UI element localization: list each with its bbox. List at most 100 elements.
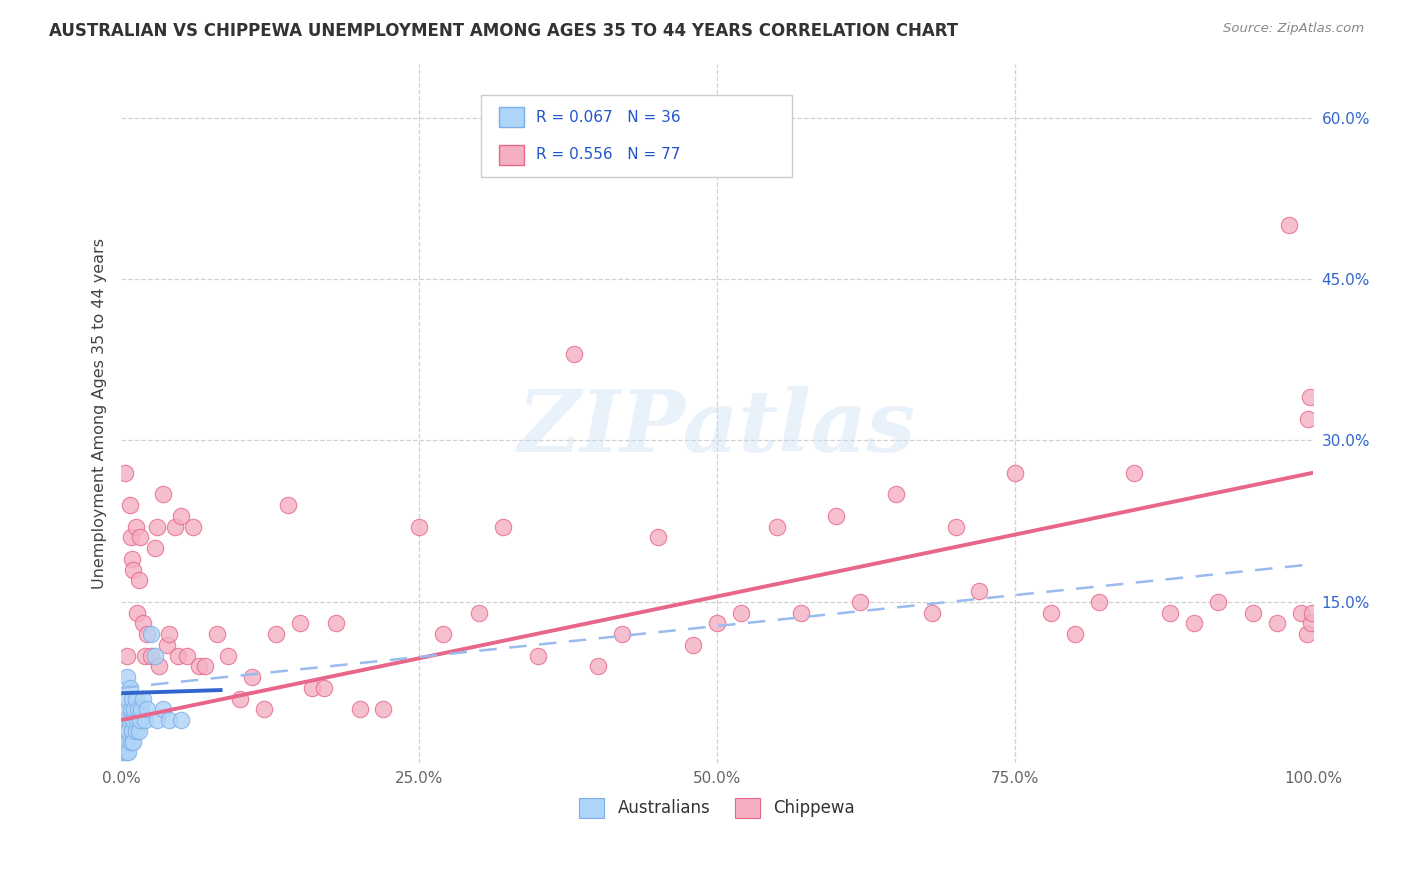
Point [121,723,143,738]
Point [1243,606,1265,620]
Text: ZIPatlas: ZIPatlas [517,386,917,469]
Point [325,616,347,631]
Text: AUSTRALIAN VS CHIPPEWA UNEMPLOYMENT AMONG AGES 35 TO 44 YEARS CORRELATION CHART: AUSTRALIAN VS CHIPPEWA UNEMPLOYMENT AMON… [49,22,959,40]
Point [114,466,136,480]
Point [128,574,150,588]
Point [127,702,149,716]
Point [170,508,193,523]
Point [1289,606,1312,620]
Point [301,681,323,695]
Point [205,627,228,641]
Point [115,691,138,706]
Point [118,681,141,695]
Point [1182,616,1205,631]
Point [115,670,138,684]
Point [825,508,848,523]
Point [122,713,145,727]
Point [181,519,204,533]
Point [143,541,166,555]
Point [730,606,752,620]
Y-axis label: Unemployment Among Ages 35 to 44 years: Unemployment Among Ages 35 to 44 years [93,238,107,589]
Point [1296,627,1319,641]
Legend: Australians, Chippewa: Australians, Chippewa [572,791,862,825]
Point [1299,616,1322,631]
Point [121,551,143,566]
Point [115,745,138,759]
Point [349,702,371,716]
Point [789,606,811,620]
Point [167,648,190,663]
Point [1278,219,1301,233]
Point [136,702,159,716]
Point [125,713,148,727]
Point [765,519,787,533]
Point [312,681,335,695]
Point [124,691,146,706]
Point [1206,595,1229,609]
Point [120,734,142,748]
Point [134,713,156,727]
Text: R = 0.556   N = 77: R = 0.556 N = 77 [536,147,681,162]
Point [647,530,669,544]
Point [945,519,967,533]
Point [373,702,395,716]
Point [129,713,152,727]
Point [146,713,169,727]
Point [1087,595,1109,609]
Point [118,498,141,512]
Point [115,648,138,663]
Point [139,627,162,641]
Point [157,627,180,641]
Point [124,723,146,738]
Point [114,723,136,738]
Point [491,519,513,533]
Point [1159,606,1181,620]
Point [124,702,146,716]
Point [1298,391,1320,405]
Point [122,562,145,576]
Point [527,648,550,663]
Point [114,702,136,716]
Point [277,498,299,512]
Point [125,606,148,620]
Point [682,638,704,652]
Point [432,627,454,641]
Point [288,616,311,631]
Point [562,347,585,361]
Point [229,691,252,706]
Point [408,519,430,533]
Point [121,691,143,706]
Point [194,659,217,673]
Point [129,530,152,544]
Point [117,723,139,738]
Point [706,616,728,631]
Point [136,627,159,641]
Point [157,713,180,727]
Point [131,691,153,706]
Point [131,616,153,631]
Text: Source: ZipAtlas.com: Source: ZipAtlas.com [1223,22,1364,36]
Point [1298,412,1320,426]
Point [128,723,150,738]
Point [468,606,491,620]
Point [120,530,142,544]
Point [1063,627,1085,641]
Point [264,627,287,641]
Point [146,519,169,533]
Point [218,648,240,663]
Point [115,713,138,727]
Point [586,659,609,673]
Point [117,745,139,759]
Point [120,702,142,716]
Point [124,519,146,533]
Point [921,606,943,620]
Point [118,713,141,727]
Point [163,519,186,533]
Point [111,745,134,759]
Point [187,659,209,673]
Point [152,487,174,501]
Point [115,734,138,748]
Point [148,659,170,673]
Point [1301,606,1323,620]
Point [139,648,162,663]
